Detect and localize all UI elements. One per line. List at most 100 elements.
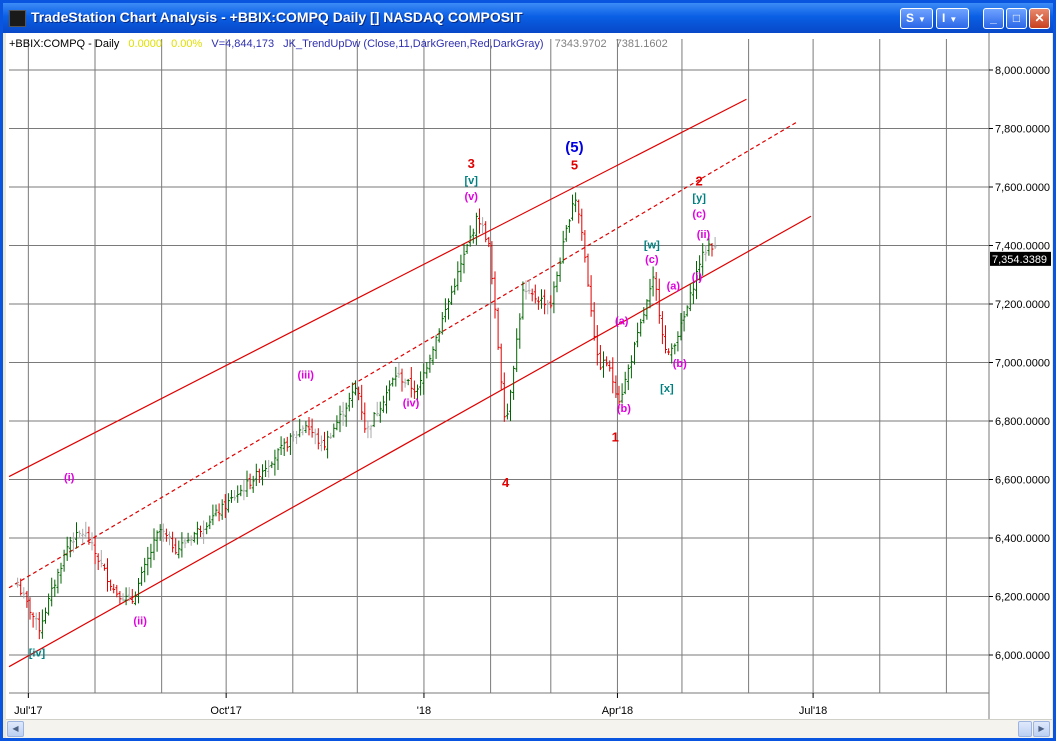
svg-text:+BBIX:COMPQ - Daily: +BBIX:COMPQ - Daily 0.0000 0.00% V=4,844…: [9, 38, 668, 50]
ohlc-bar: [174, 538, 178, 555]
scroll-thumb[interactable]: [1018, 721, 1032, 737]
window-title: TradeStation Chart Analysis - +BBIX:COMP…: [31, 9, 523, 25]
ohlc-bar: [109, 579, 113, 591]
wave-label: (5): [565, 139, 583, 156]
ohlc-bar: [360, 384, 364, 420]
ohlc-bar: [540, 289, 543, 309]
ohlc-bar: [375, 401, 379, 417]
price-label: 7,400.0000: [995, 241, 1050, 253]
ohlc-bar: [341, 401, 345, 426]
ohlc-bar: [623, 371, 627, 395]
chart-legend: +BBIX:COMPQ - Daily 0.0000 0.00% V=4,844…: [9, 38, 668, 50]
ohlc-bar: [217, 503, 221, 522]
chart-area[interactable]: [iv] (i) (ii) (iii) (iv) (v) [v] 3 4 (5) 5 (a) (b) 1 […: [6, 33, 1052, 719]
ohlc-bar: [121, 593, 125, 602]
ohlc-bar: [598, 345, 602, 371]
ohlc-bar: [220, 499, 224, 520]
ohlc-bar: [183, 537, 187, 549]
ohlc-bar: [236, 485, 240, 503]
date-label: Jul'17: [14, 705, 42, 717]
ohlc-bar: [301, 425, 305, 436]
ohlc-bar: [47, 593, 51, 616]
ohlc-bar: [512, 365, 516, 400]
app-icon[interactable]: [9, 10, 26, 27]
scroll-right-icon[interactable]: ▶: [1033, 721, 1050, 737]
ohlc-bar: [304, 420, 308, 434]
ohlc-bar: [443, 298, 447, 323]
ohlc-bars: [16, 192, 717, 640]
ohlc-bar: [428, 354, 432, 373]
ohlc-bar: [465, 243, 469, 254]
ohlc-bar: [208, 515, 212, 530]
wave-label: (i): [64, 472, 75, 484]
ohlc-bar: [549, 295, 553, 309]
legend-change: 0.0000: [128, 38, 162, 50]
ohlc-bar: [608, 360, 612, 372]
date-label: Jul'18: [799, 705, 827, 717]
minimize-button[interactable]: _: [983, 8, 1004, 29]
ohlc-bar: [620, 383, 624, 404]
ohlc-bar: [223, 494, 227, 518]
ohlc-bar: [524, 280, 528, 300]
ohlc-bar: [350, 382, 354, 408]
ohlc-bar: [56, 568, 60, 594]
s-menu-button[interactable]: S ▼: [900, 8, 933, 29]
ohlc-bar: [518, 313, 522, 349]
ohlc-bar: [546, 300, 550, 315]
ohlc-bar: [385, 385, 388, 414]
price-label: 6,400.0000: [995, 533, 1050, 545]
ohlc-bar: [595, 325, 599, 366]
ohlc-bar: [264, 460, 268, 478]
ohlc-bar: [521, 281, 525, 320]
ohlc-bar: [533, 284, 537, 304]
ohlc-bar: [629, 355, 633, 379]
close-button[interactable]: ✕: [1029, 8, 1050, 29]
ohlc-bar: [316, 428, 320, 450]
ohlc-bar: [319, 435, 323, 452]
ohlc-bar: [65, 536, 69, 561]
ohlc-bar: [118, 591, 122, 605]
ohlc-bar: [127, 587, 131, 602]
date-label: '18: [417, 705, 431, 717]
wave-label: (b): [617, 403, 631, 415]
ohlc-bar: [636, 322, 640, 348]
ohlc-bar: [695, 260, 698, 300]
wave-label: (iii): [297, 370, 314, 382]
ohlc-bar: [645, 299, 649, 320]
price-axis: 8,000.0000 7,800.0000 7,600.0000 7,400.0000…: [989, 65, 1051, 662]
scroll-left-icon[interactable]: ◀: [7, 721, 24, 737]
date-label: Apr'18: [602, 705, 633, 717]
ohlc-bar: [81, 528, 85, 544]
ohlc-bar: [633, 341, 636, 365]
last-price-label: 7,354.3389: [992, 254, 1047, 266]
wave-label: (c): [692, 209, 706, 221]
ohlc-bar: [84, 521, 88, 538]
ohlc-bar: [137, 577, 140, 604]
ohlc-bar: [347, 392, 351, 412]
ohlc-bar: [493, 271, 497, 319]
i-menu-label: I: [942, 11, 946, 25]
ohlc-bar: [707, 237, 711, 256]
ohlc-bar: [468, 225, 472, 247]
price-chart[interactable]: [iv] (i) (ii) (iii) (iv) (v) [v] 3 4 (5)5 (a) (b) 1 […: [6, 33, 1052, 719]
title-bar[interactable]: TradeStation Chart Analysis - +BBIX:COMP…: [3, 3, 1053, 33]
chevron-down-icon: ▼: [949, 15, 958, 24]
ohlc-bar: [400, 368, 404, 392]
horizontal-scrollbar[interactable]: ◀ ▶: [6, 719, 1052, 738]
ohlc-bar: [285, 436, 289, 452]
ohlc-bar: [254, 463, 258, 487]
ohlc-bar: [242, 479, 246, 501]
ohlc-bar: [515, 328, 519, 373]
ohlc-bar: [605, 356, 609, 367]
legend-symbol: +BBIX:COMPQ - Daily: [9, 38, 120, 50]
ohlc-bar: [75, 522, 78, 549]
ohlc-bar: [313, 428, 317, 445]
ohlc-bar: [713, 237, 717, 250]
ohlc-bar: [583, 230, 587, 263]
wave-label: 2: [696, 174, 703, 189]
ohlc-bar: [527, 279, 531, 295]
legend-volume: V=4,844,173: [211, 38, 274, 50]
ohlc-bar: [248, 473, 252, 490]
i-menu-button[interactable]: I ▼: [936, 8, 969, 29]
maximize-button[interactable]: □: [1006, 8, 1027, 29]
